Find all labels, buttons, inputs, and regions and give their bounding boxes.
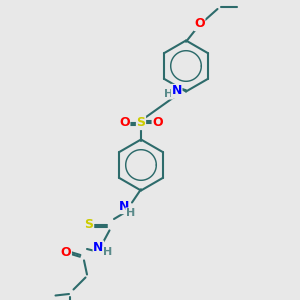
Text: N: N bbox=[93, 241, 103, 254]
Text: O: O bbox=[119, 116, 130, 130]
Text: O: O bbox=[61, 245, 71, 259]
Text: H: H bbox=[103, 247, 112, 257]
Text: S: S bbox=[84, 218, 93, 232]
Text: S: S bbox=[136, 116, 146, 130]
Text: N: N bbox=[172, 85, 182, 98]
Text: H: H bbox=[126, 208, 135, 218]
Text: O: O bbox=[152, 116, 163, 130]
Text: H: H bbox=[164, 89, 173, 99]
Text: N: N bbox=[119, 200, 130, 214]
Text: O: O bbox=[194, 17, 205, 31]
